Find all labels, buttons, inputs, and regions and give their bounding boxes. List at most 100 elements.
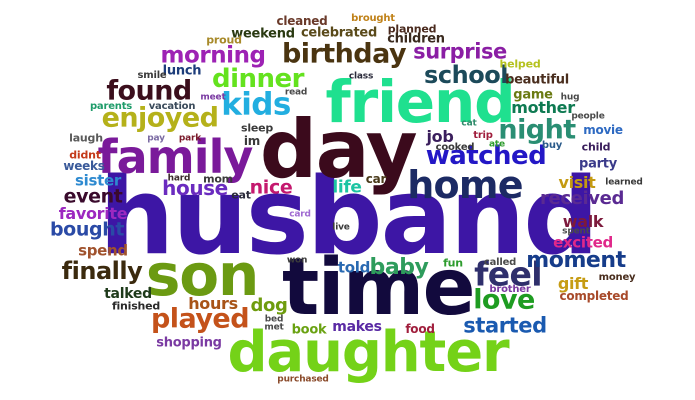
word-beautiful: beautiful [505,72,569,88]
word-talked: talked [104,286,152,302]
word-celebrated: celebrated [300,25,378,41]
word-vacation: vacation [148,101,196,112]
word-weekend: weekend [231,26,295,42]
word-cat: cat [461,118,477,129]
word-visit: visit [558,173,596,192]
word-time: time [282,243,476,333]
word-excited: excited [553,233,613,252]
word-meet: meet [200,92,226,103]
word-weeks: weeks [63,159,105,173]
word-card: card [289,209,311,220]
word-helped: helped [499,57,541,71]
word-sister: sister [75,171,121,190]
word-trip: trip [473,130,493,141]
word-hard: hard [167,173,191,184]
word-started: started [463,313,547,338]
word-love: love [473,284,535,316]
word-night: night [498,114,576,146]
word-hours: hours [188,294,238,313]
word-life: life [332,177,362,198]
word-makes: makes [332,319,382,335]
word-didnt: didnt [69,148,101,162]
word-family: family [97,130,254,184]
word-parents: parents [89,101,133,112]
word-car: car [365,172,387,186]
word-buy: buy [541,140,563,151]
word-smile: smile [137,70,167,81]
word-favorite: favorite [58,204,128,223]
word-friend: friend [325,68,516,136]
word-bought: bought [49,218,125,241]
word-spend: spend [78,241,128,260]
word-cooked: cooked [435,142,475,153]
word-learned: learned [605,177,643,188]
word-mother: mother [511,98,575,117]
word-played: played [151,303,250,335]
word-won: won [286,255,308,266]
word-birthday: birthday [281,38,407,70]
word-finished: finished [111,299,161,313]
word-sleep: sleep [240,121,274,135]
word-morning: morning [160,42,266,69]
word-planned: planned [387,22,437,36]
word-husband: husband [99,155,599,278]
word-cleaned: cleaned [276,14,328,28]
word-mom: mom [203,172,233,186]
word-money: money [598,272,636,283]
word-told: told [337,258,371,277]
word-nice: nice [249,176,293,199]
word-met: met [264,322,284,333]
word-book: book [291,322,327,338]
word-read: read [284,87,308,98]
word-called: called [483,257,517,268]
word-received: received [539,188,625,209]
word-enjoyed: enjoyed [101,102,219,134]
word-child: child [581,140,611,154]
word-completed: completed [559,289,629,303]
word-day: day [259,103,418,196]
word-party: party [579,156,617,172]
word-lunch: lunch [162,63,202,79]
word-im: im [243,134,261,148]
word-dinner: dinner [212,64,304,94]
word-home: home [407,163,523,207]
word-live: live [332,222,350,233]
word-movie: movie [583,123,623,137]
word-watched: watched [425,141,547,171]
word-finally: finally [61,257,143,285]
word-fun: fun [443,256,463,270]
word-proud: proud [206,33,242,47]
word-purchased: purchased [277,374,329,385]
word-gift: gift [557,274,589,293]
word-pay: pay [147,133,165,144]
word-surprise: surprise [413,39,507,64]
word-park: park [178,133,202,144]
word-ate: ate [489,139,505,150]
word-hug: hug [560,92,580,103]
word-brought: brought [351,13,395,24]
word-moment: moment [526,248,626,273]
word-school: school [424,61,508,89]
word-eat: eat [231,188,251,202]
word-feel: feel [474,254,542,294]
word-laugh: laugh [69,131,103,145]
word-kids: kids [221,86,291,123]
word-shopping: shopping [156,335,222,351]
word-children: children [387,31,445,47]
word-spent: spent [562,226,590,237]
word-walk: walk [562,212,604,231]
word-baby: baby [369,255,429,280]
word-people: people [571,111,605,122]
word-son: son [145,241,259,309]
word-house: house [162,176,228,200]
word-found: found [106,75,192,107]
word-bed: bed [264,314,284,325]
word-event: event [63,185,123,208]
word-daughter: daughter [227,320,509,385]
word-class: class [348,71,374,82]
word-game: game [513,87,553,103]
word-food: food [405,322,435,336]
word-brother: brother [489,284,531,295]
word-dog: dog [250,295,288,316]
